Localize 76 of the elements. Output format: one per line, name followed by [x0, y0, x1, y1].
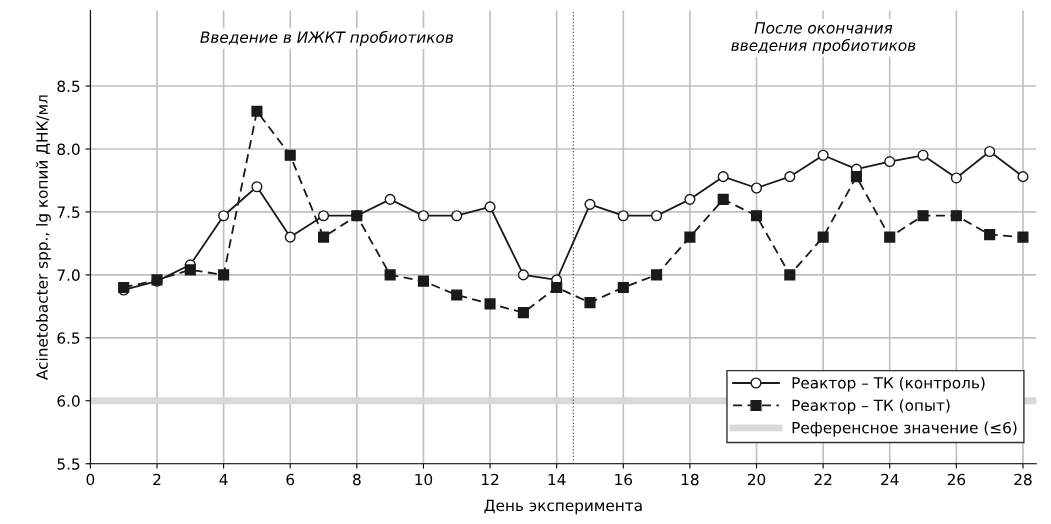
point — [817, 231, 829, 243]
point — [384, 193, 396, 205]
point — [584, 198, 596, 210]
point — [684, 193, 696, 205]
x-tick-label: 6 — [286, 473, 295, 486]
x-tick-label: 16 — [615, 473, 633, 486]
point — [750, 210, 763, 222]
y-tick-label: 7.0 — [57, 269, 80, 281]
x-tick-label: 12 — [482, 473, 499, 486]
x-tick-label: 14 — [548, 473, 566, 486]
point — [551, 281, 563, 294]
point — [251, 105, 263, 117]
y-axis-title: Acinetobacter spp., lg копий ДНК/мл — [36, 95, 51, 380]
point — [850, 171, 862, 183]
point — [651, 210, 663, 222]
point — [784, 171, 796, 183]
point — [218, 210, 230, 222]
point — [251, 181, 263, 193]
x-tick-label: 2 — [153, 473, 161, 486]
point — [218, 269, 230, 281]
point — [884, 156, 896, 168]
point — [317, 210, 330, 222]
legend-label: Реактор – ТК (контроль) — [792, 376, 985, 392]
point — [1017, 171, 1029, 183]
point — [884, 231, 896, 243]
y-tick-label: 8.0 — [57, 143, 80, 155]
x-tick-label: 8 — [353, 473, 361, 486]
point — [484, 298, 496, 310]
point — [284, 231, 296, 243]
point — [584, 297, 596, 309]
point — [617, 210, 629, 222]
point — [1017, 231, 1029, 243]
x-tick-label: 10 — [415, 473, 433, 486]
x-tick-label: 18 — [681, 473, 699, 486]
point — [684, 231, 696, 243]
point — [984, 145, 996, 158]
point — [317, 231, 330, 243]
point — [817, 149, 829, 161]
annotation: Введение в ИЖКТ пробиотиков — [200, 30, 453, 46]
point — [917, 149, 929, 161]
x-tick-label: 28 — [1014, 473, 1032, 486]
x-tick-label: 4 — [219, 473, 228, 486]
y-tick-label: 8.5 — [57, 80, 80, 93]
point — [651, 269, 663, 281]
point — [184, 264, 196, 276]
annotation: После окончания введения пробиотиков — [731, 22, 916, 55]
y-tick-label: 7.5 — [57, 206, 80, 218]
y-tick-label: 5.5 — [57, 458, 80, 470]
x-tick-label: 22 — [814, 473, 832, 486]
point — [750, 182, 763, 194]
point — [517, 307, 529, 319]
legend-label: Референсное значение (≤6) — [792, 421, 1017, 437]
point — [284, 149, 296, 161]
point — [984, 229, 996, 241]
x-tick-label: 20 — [747, 473, 766, 486]
point — [784, 269, 796, 281]
point — [950, 210, 962, 222]
point — [950, 172, 962, 184]
x-tick-label: 0 — [86, 473, 95, 486]
y-tick-label: 6.0 — [57, 395, 80, 407]
x-tick-label: 24 — [881, 473, 899, 486]
point — [451, 289, 463, 301]
y-tick-label: 6.5 — [57, 332, 80, 344]
point — [451, 210, 463, 222]
point — [717, 171, 729, 183]
x-axis-title: День эксперимента — [484, 499, 642, 515]
point — [617, 281, 629, 294]
point — [417, 210, 430, 222]
point — [517, 269, 529, 281]
point — [717, 193, 729, 205]
point — [417, 275, 430, 287]
point — [917, 210, 929, 222]
point — [384, 269, 396, 281]
point — [484, 201, 496, 213]
x-tick-label: 26 — [947, 473, 966, 486]
legend-label: Реактор – ТК (опыт) — [792, 399, 950, 414]
